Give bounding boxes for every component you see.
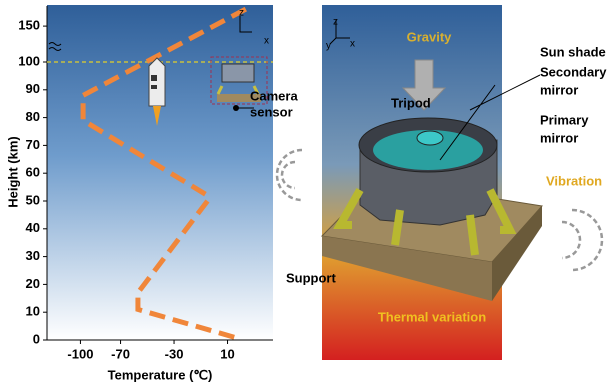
page: 0 10 20 30 40 50 60 70 80 90 100 150 -100 -70 -30 10 He… (0, 0, 613, 385)
axis-icon-label: z (333, 17, 338, 28)
label: mirror (540, 130, 578, 145)
y-tick-label: 30 (26, 248, 40, 263)
axis-icon-label: y (326, 41, 331, 52)
axis-icon-label: z (239, 8, 244, 19)
axis-icon-label: x (264, 36, 269, 47)
y-tick-label: 10 (26, 304, 40, 319)
label: Primary (540, 112, 589, 127)
y-tick-label: 80 (26, 109, 40, 124)
y-tick-label: 20 (26, 276, 40, 291)
y-axis-label: Height (km) (5, 136, 20, 208)
annotation: Camera (250, 88, 298, 103)
y-tick-label: 90 (26, 81, 40, 96)
label: Support (286, 270, 336, 285)
y-tick-label: 40 (26, 220, 40, 235)
x-tick-label: -70 (111, 346, 130, 361)
y-tick-label: 100 (18, 53, 40, 68)
figure: 0 10 20 30 40 50 60 70 80 90 100 150 -100 -70 -30 10 He… (0, 0, 613, 385)
y-tick-label: 50 (26, 192, 40, 207)
label: Thermal variation (378, 309, 486, 324)
y-tick-label: 0 (33, 331, 40, 346)
y-tick-label: 60 (26, 165, 40, 180)
label: Tripod (391, 95, 431, 110)
y-tick-label: 150 (18, 18, 40, 33)
x-axis-label: Temperature (℃) (108, 367, 213, 382)
x-tick-label: 10 (220, 346, 234, 361)
annotation: sensor (250, 104, 293, 119)
axis-icon-label: x (350, 39, 355, 50)
label: Vibration (546, 173, 602, 188)
x-tick-label: -100 (67, 346, 93, 361)
label: mirror (540, 82, 578, 97)
y-tick-label: 70 (26, 137, 40, 152)
label: Gravity (407, 29, 453, 44)
x-tick-label: -30 (165, 346, 184, 361)
label: Secondary (540, 64, 607, 79)
label: Sun shade (540, 44, 606, 59)
